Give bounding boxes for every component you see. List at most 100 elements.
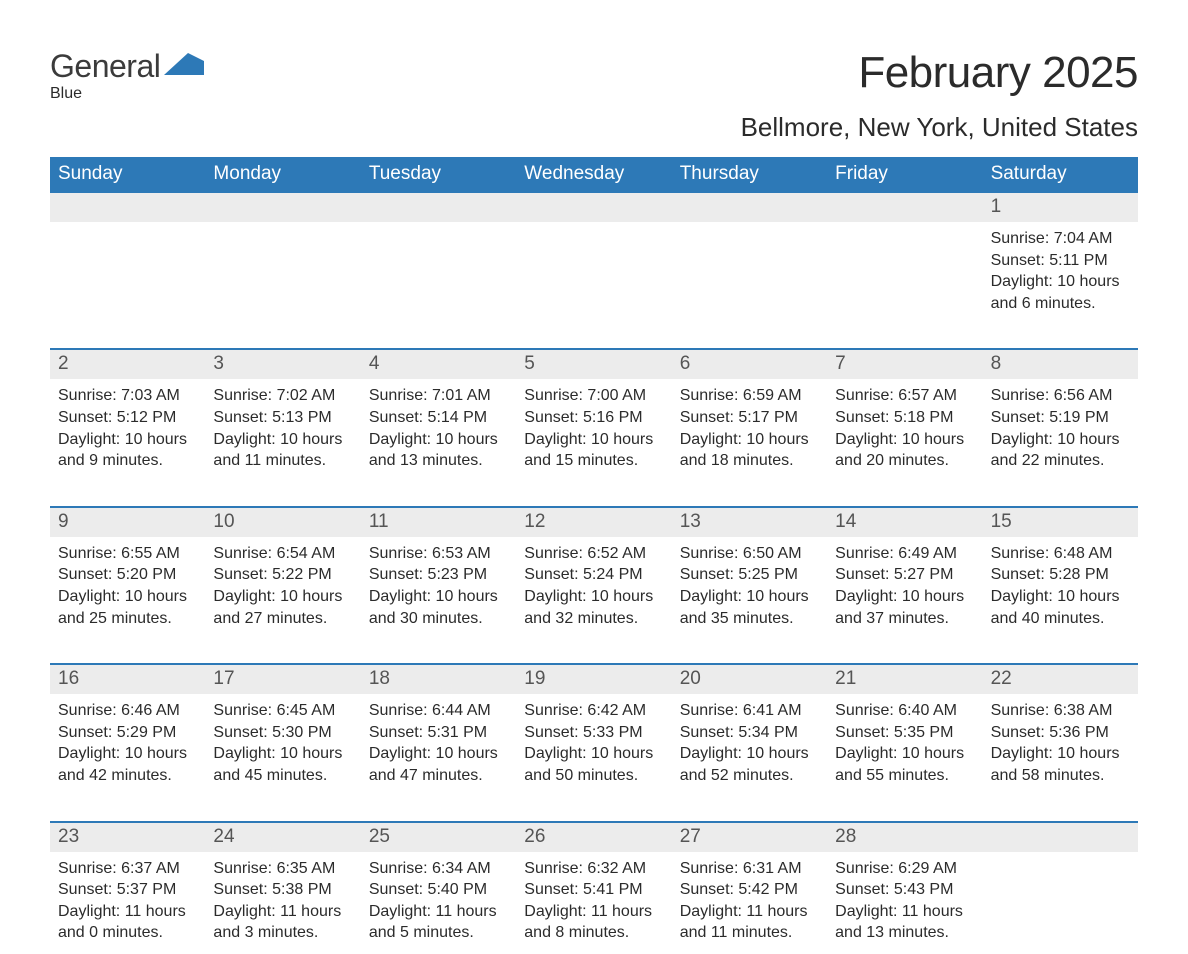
- sunset-text: Sunset: 5:36 PM: [991, 722, 1130, 744]
- weekday-header: Thursday: [672, 157, 827, 193]
- sunrise-text: Sunrise: 6:57 AM: [835, 385, 974, 407]
- weekday-header-row: Sunday Monday Tuesday Wednesday Thursday…: [50, 157, 1138, 193]
- daylight-text: Daylight: 10 hours and 13 minutes.: [369, 429, 508, 472]
- day-cell: [361, 222, 516, 324]
- daylight-text: Daylight: 10 hours and 45 minutes.: [213, 743, 352, 786]
- sunset-text: Sunset: 5:35 PM: [835, 722, 974, 744]
- daylight-text: Daylight: 11 hours and 3 minutes.: [213, 901, 352, 944]
- sunset-text: Sunset: 5:22 PM: [213, 564, 352, 586]
- sunset-text: Sunset: 5:33 PM: [524, 722, 663, 744]
- daylight-text: Daylight: 11 hours and 8 minutes.: [524, 901, 663, 944]
- day-cell: Sunrise: 7:04 AMSunset: 5:11 PMDaylight:…: [983, 222, 1138, 324]
- day-cell: Sunrise: 7:01 AMSunset: 5:14 PMDaylight:…: [361, 379, 516, 481]
- day-number: [205, 193, 360, 222]
- sunset-text: Sunset: 5:11 PM: [991, 250, 1130, 272]
- day-number: 2: [50, 350, 205, 379]
- day-cell: Sunrise: 6:34 AMSunset: 5:40 PMDaylight:…: [361, 852, 516, 954]
- daylight-text: Daylight: 10 hours and 55 minutes.: [835, 743, 974, 786]
- sunrise-text: Sunrise: 7:03 AM: [58, 385, 197, 407]
- day-number: 19: [516, 665, 671, 694]
- day-cell: Sunrise: 6:35 AMSunset: 5:38 PMDaylight:…: [205, 852, 360, 954]
- day-number: 4: [361, 350, 516, 379]
- sunset-text: Sunset: 5:38 PM: [213, 879, 352, 901]
- day-cell: Sunrise: 6:29 AMSunset: 5:43 PMDaylight:…: [827, 852, 982, 954]
- daylight-text: Daylight: 10 hours and 58 minutes.: [991, 743, 1130, 786]
- sunset-text: Sunset: 5:12 PM: [58, 407, 197, 429]
- day-number: [50, 193, 205, 222]
- day-number: 6: [672, 350, 827, 379]
- sunrise-text: Sunrise: 6:53 AM: [369, 543, 508, 565]
- sunset-text: Sunset: 5:14 PM: [369, 407, 508, 429]
- day-number: 28: [827, 823, 982, 852]
- day-number: [516, 193, 671, 222]
- sunset-text: Sunset: 5:20 PM: [58, 564, 197, 586]
- sunrise-text: Sunrise: 7:01 AM: [369, 385, 508, 407]
- day-number: [361, 193, 516, 222]
- calendar-week: 2345678Sunrise: 7:03 AMSunset: 5:12 PMDa…: [50, 348, 1138, 481]
- day-cell: Sunrise: 7:00 AMSunset: 5:16 PMDaylight:…: [516, 379, 671, 481]
- page-header: General Blue February 2025 Bellmore, New…: [50, 48, 1138, 143]
- day-cell: Sunrise: 6:45 AMSunset: 5:30 PMDaylight:…: [205, 694, 360, 796]
- calendar-week: 232425262728Sunrise: 6:37 AMSunset: 5:37…: [50, 821, 1138, 954]
- day-number: 11: [361, 508, 516, 537]
- day-cell: Sunrise: 7:03 AMSunset: 5:12 PMDaylight:…: [50, 379, 205, 481]
- sunrise-text: Sunrise: 6:48 AM: [991, 543, 1130, 565]
- sunset-text: Sunset: 5:18 PM: [835, 407, 974, 429]
- sunset-text: Sunset: 5:27 PM: [835, 564, 974, 586]
- day-cell: Sunrise: 6:46 AMSunset: 5:29 PMDaylight:…: [50, 694, 205, 796]
- day-number: [983, 823, 1138, 852]
- day-cell: [827, 222, 982, 324]
- weekday-header: Sunday: [50, 157, 205, 193]
- sunset-text: Sunset: 5:37 PM: [58, 879, 197, 901]
- day-body-row: Sunrise: 7:03 AMSunset: 5:12 PM Daylight:…: [50, 379, 1138, 481]
- title-block: February 2025 Bellmore, New York, United…: [741, 48, 1138, 143]
- day-cell: Sunrise: 6:44 AMSunset: 5:31 PMDaylight:…: [361, 694, 516, 796]
- calendar-week: 9101112131415Sunrise: 6:55 AMSunset: 5:2…: [50, 506, 1138, 639]
- weekday-header: Saturday: [983, 157, 1138, 193]
- day-cell: Sunrise: 6:41 AMSunset: 5:34 PMDaylight:…: [672, 694, 827, 796]
- day-cell: Sunrise: 6:48 AMSunset: 5:28 PMDaylight:…: [983, 537, 1138, 639]
- day-number: 20: [672, 665, 827, 694]
- day-cell: [672, 222, 827, 324]
- day-cell: Sunrise: 6:53 AMSunset: 5:23 PMDaylight:…: [361, 537, 516, 639]
- daynum-row: 16171819202122: [50, 665, 1138, 694]
- daynum-row: 232425262728: [50, 823, 1138, 852]
- daylight-text: Daylight: 10 hours and 37 minutes.: [835, 586, 974, 629]
- day-cell: Sunrise: 6:49 AMSunset: 5:27 PMDaylight:…: [827, 537, 982, 639]
- day-cell: Sunrise: 6:31 AMSunset: 5:42 PMDaylight:…: [672, 852, 827, 954]
- day-number: 27: [672, 823, 827, 852]
- daylight-text: Daylight: 11 hours and 0 minutes.: [58, 901, 197, 944]
- day-body-row: Sunrise: 6:55 AMSunset: 5:20 PM Daylight:…: [50, 537, 1138, 639]
- sunset-text: Sunset: 5:13 PM: [213, 407, 352, 429]
- daylight-text: Daylight: 10 hours and 40 minutes.: [991, 586, 1130, 629]
- sunrise-text: Sunrise: 6:55 AM: [58, 543, 197, 565]
- daynum-row: 1: [50, 193, 1138, 222]
- day-body-row: Sunrise: 6:46 AMSunset: 5:29 PMDaylight:…: [50, 694, 1138, 796]
- day-number: 8: [983, 350, 1138, 379]
- day-cell: Sunrise: 6:38 AMSunset: 5:36 PMDaylight:…: [983, 694, 1138, 796]
- day-number: [827, 193, 982, 222]
- daylight-text: Daylight: 10 hours and 6 minutes.: [991, 271, 1130, 314]
- day-cell: Sunrise: 6:32 AMSunset: 5:41 PMDaylight:…: [516, 852, 671, 954]
- weekday-header: Wednesday: [516, 157, 671, 193]
- sunrise-text: Sunrise: 6:45 AM: [213, 700, 352, 722]
- day-number: 7: [827, 350, 982, 379]
- daylight-text: Daylight: 10 hours and 32 minutes.: [524, 586, 663, 629]
- daylight-text: Daylight: 11 hours and 5 minutes.: [369, 901, 508, 944]
- sunset-text: Sunset: 5:17 PM: [680, 407, 819, 429]
- day-number: 23: [50, 823, 205, 852]
- sunset-text: Sunset: 5:24 PM: [524, 564, 663, 586]
- day-cell: Sunrise: 6:57 AMSunset: 5:18 PMDaylight:…: [827, 379, 982, 481]
- sunrise-text: Sunrise: 6:42 AM: [524, 700, 663, 722]
- daylight-text: Daylight: 10 hours and 15 minutes.: [524, 429, 663, 472]
- day-number: 10: [205, 508, 360, 537]
- day-cell: Sunrise: 6:54 AMSunset: 5:22 PMDaylight:…: [205, 537, 360, 639]
- daylight-text: Daylight: 10 hours and 35 minutes.: [680, 586, 819, 629]
- day-number: 1: [983, 193, 1138, 222]
- daylight-text: Daylight: 10 hours and 18 minutes.: [680, 429, 819, 472]
- sunset-text: Sunset: 5:42 PM: [680, 879, 819, 901]
- day-number: 14: [827, 508, 982, 537]
- month-title: February 2025: [741, 48, 1138, 98]
- day-number: 5: [516, 350, 671, 379]
- daylight-text: Daylight: 10 hours and 22 minutes.: [991, 429, 1130, 472]
